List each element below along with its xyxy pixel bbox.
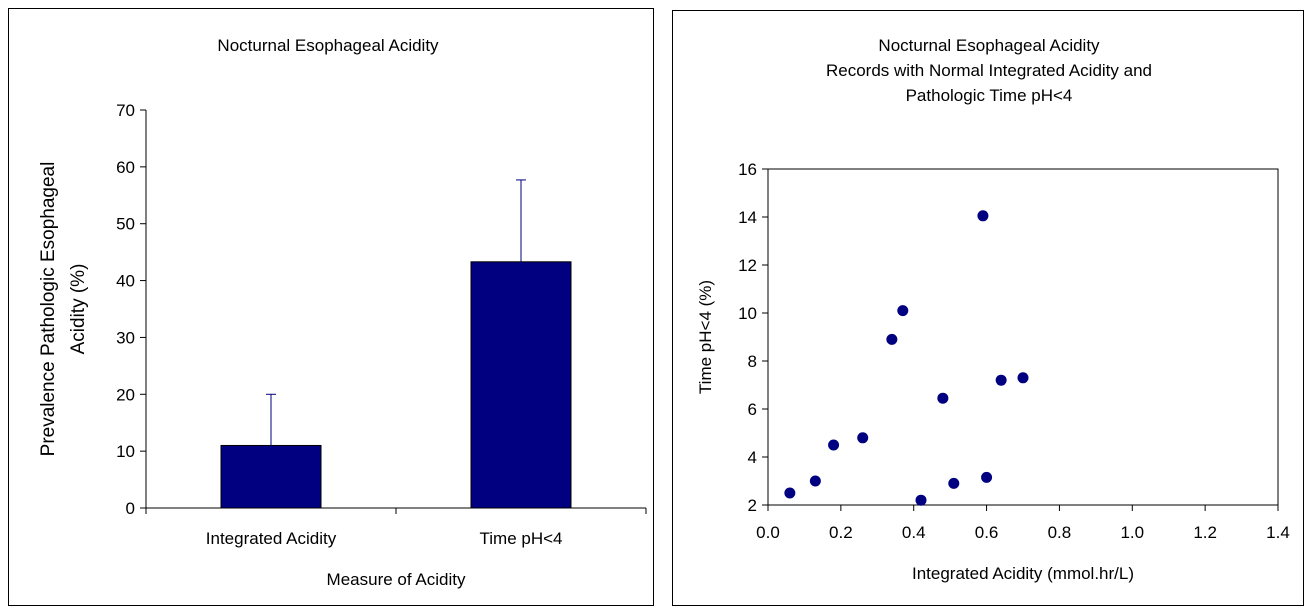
scatter-point [948,477,960,489]
y-axis-title-line: Acidity (%) [68,264,89,355]
y-tick-label: 70 [116,101,135,120]
plot-area-border [767,168,1279,506]
y-tick-label: 12 [738,256,757,275]
scatter-point [857,432,869,444]
x-tick-label: 0.6 [975,523,999,542]
y-tick-label: 8 [748,352,757,371]
y-tick-label: 6 [748,400,757,419]
bar-chart-panel: Nocturnal Esophageal Acidity 0 10 20 30 40 50 6… [8,8,654,606]
y-tick-label: 14 [738,208,757,227]
scatter-point [977,210,989,222]
chart-title: Nocturnal Esophageal Acidity [217,36,439,55]
scatter-point [1017,372,1029,384]
x-tick-label: 0.4 [902,523,926,542]
y-tick-label: 20 [116,385,135,404]
bar-chart: Nocturnal Esophageal Acidity 0 10 20 30 40 50 6… [38,36,647,589]
scatter-point [937,392,949,404]
chart-title-line: Pathologic Time pH<4 [906,86,1073,105]
scatter-chart: Nocturnal Esophageal Acidity Records with… [696,36,1290,583]
scatter-chart-panel: Nocturnal Esophageal Acidity Records with… [672,10,1304,606]
chart-title-line: Records with Normal Integrated Acidity a… [826,61,1152,80]
y-tick-label: 16 [738,160,757,179]
x-category-label: Time pH<4 [480,529,563,548]
chart-title-line: Nocturnal Esophageal Acidity [878,36,1100,55]
x-axis-title: Measure of Acidity [327,570,466,589]
scatter-point [897,305,909,317]
x-tick-label: 1.4 [1266,523,1290,542]
bar [470,261,572,509]
y-axis-title: Prevalence Pathologic Esophageal Acidity … [38,162,89,457]
y-tick-label: 30 [116,328,135,347]
y-tick-label: 0 [126,499,135,518]
scatter-point [809,475,821,487]
y-tick-label: 40 [116,272,135,291]
x-tick-label: 1.2 [1193,523,1217,542]
scatter-point [981,471,993,483]
y-axis-title: Time pH<4 (%) [696,280,715,394]
x-tick-label: 1.0 [1120,523,1144,542]
bar [220,444,322,509]
scatter-point [915,494,927,506]
y-tick-label: 2 [748,496,757,515]
scatter-point [886,333,898,345]
x-tick-label: 0.0 [756,523,780,542]
scatter-point [828,439,840,451]
y-tick-label: 4 [748,448,757,467]
x-category-label: Integrated Acidity [206,529,337,548]
scatter-point [784,487,796,499]
y-tick-label: 10 [738,304,757,323]
scatter-point [995,374,1007,386]
y-axis-title-line: Prevalence Pathologic Esophageal [38,162,59,457]
x-axis-title: Integrated Acidity (mmol.hr/L) [912,564,1134,583]
y-tick-label: 50 [116,215,135,234]
y-tick-label: 10 [116,442,135,461]
x-tick-label: 0.8 [1048,523,1072,542]
x-tick-label: 0.2 [829,523,853,542]
y-tick-label: 60 [116,158,135,177]
